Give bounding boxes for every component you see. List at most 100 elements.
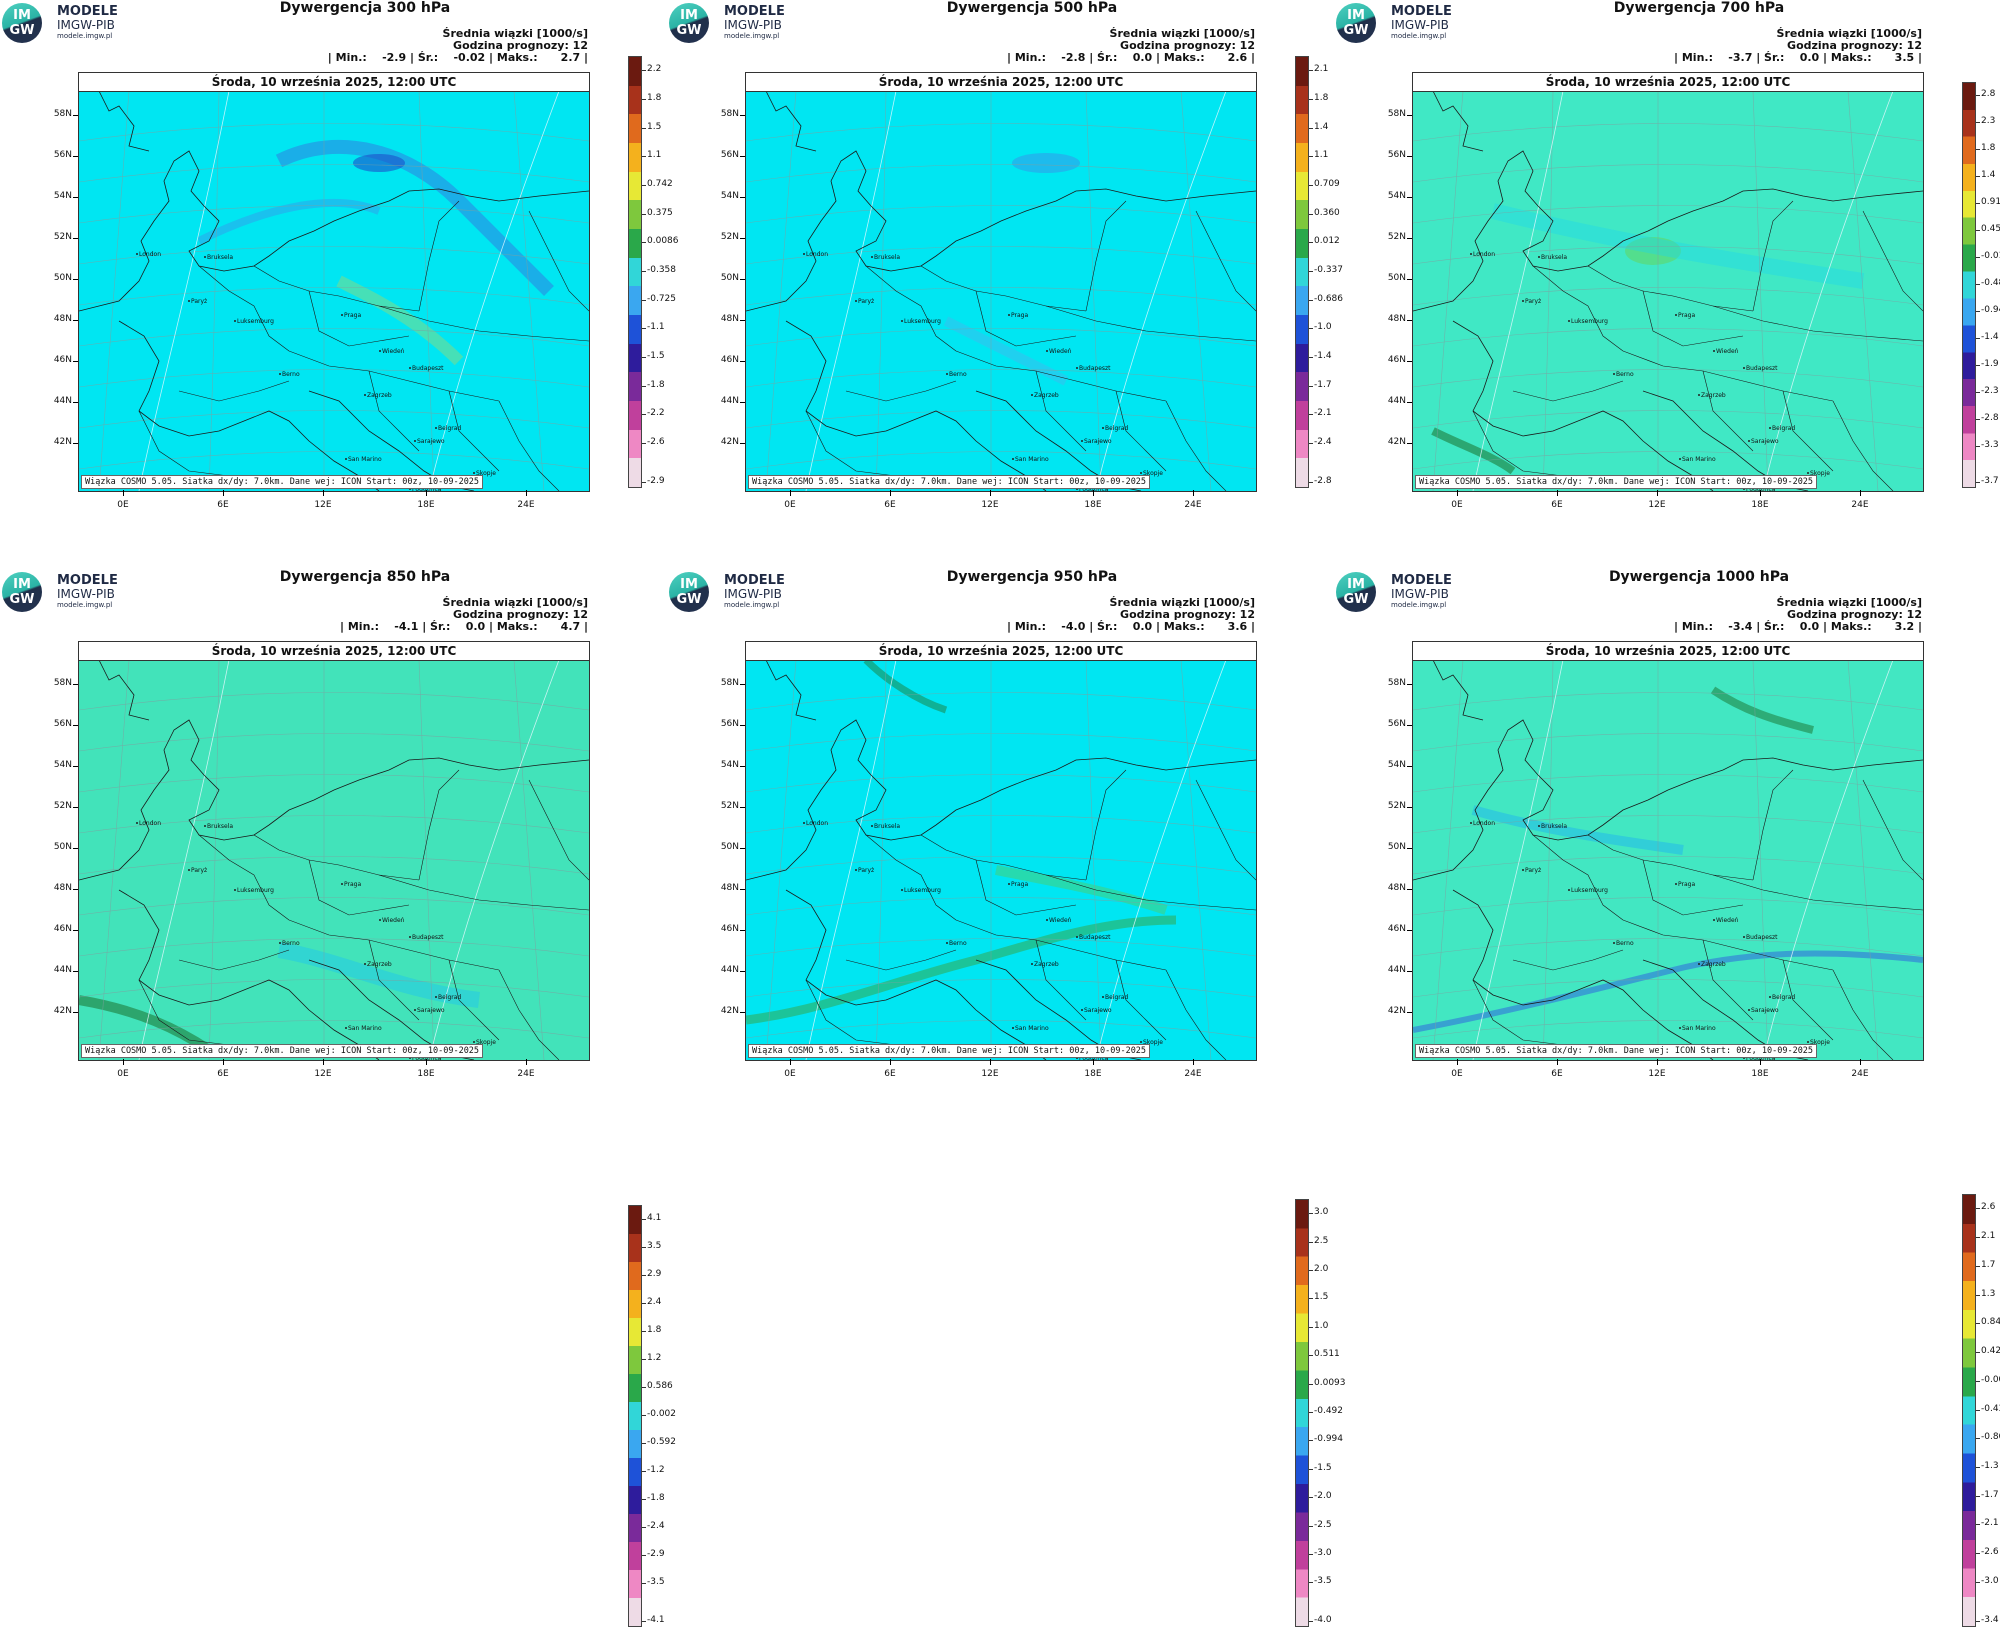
colorbar-tick (1976, 1553, 1980, 1555)
lat-tick (740, 443, 745, 444)
city-marker (1470, 253, 1472, 255)
lat-tick (740, 807, 745, 808)
lon-tick-label: 24E (517, 1069, 535, 1079)
lon-tick (1657, 490, 1658, 496)
lat-tick (740, 684, 745, 685)
lat-tick-label: 52N (53, 232, 72, 242)
lat-tick (73, 320, 78, 321)
lat-tick-label: 58N (1387, 678, 1406, 688)
forecast-hour: Godzina prognozy: 12 (453, 608, 588, 621)
colorbar-tick (1976, 1265, 1980, 1267)
lon-tick (323, 490, 324, 496)
map-date-title: Środa, 10 września 2025, 12:00 UTC (746, 642, 1256, 661)
lat-tick (740, 725, 745, 726)
latitude-axis: 58N 56N 54N 52N 50N 48N 46N 44N 42N (705, 659, 745, 1059)
lat-tick (1407, 279, 1412, 280)
city-labels: London Paryż Bruksela Luksemburg Praga Berno W… (136, 251, 496, 491)
lon-tick-label: 18E (1751, 1069, 1769, 1079)
lat-tick (740, 971, 745, 972)
colorbar-label: 1.7 (1981, 1259, 1996, 1270)
city-marker (1008, 314, 1010, 316)
lat-tick (740, 1012, 745, 1013)
colorbar-tick (1309, 328, 1313, 330)
lat-tick-label: 44N (53, 396, 72, 406)
colorbar-label: -1.5 (1314, 1462, 1332, 1473)
city-label: Bruksela (874, 254, 900, 261)
map-frame: Środa, 10 września 2025, 12:00 UTC London… (745, 72, 1257, 492)
city-label: San Marino (1682, 456, 1716, 463)
colorbar-tick (1309, 242, 1313, 244)
colorbar-label: 2.4 (647, 1297, 662, 1307)
colorbar-tick (1976, 1323, 1980, 1325)
logo-text: MODELE IMGW-PIB modele.imgw.pl (1391, 5, 1452, 40)
lon-tick (890, 490, 891, 496)
isolines (805, 91, 1227, 491)
colorbar-tick (1309, 156, 1313, 158)
city-label: Wiedeń (1049, 917, 1072, 924)
model-footer: Wiązka COSMO 5.05. Siatka dx/dy: 7.0km. … (748, 475, 1151, 489)
map-frame: Środa, 10 września 2025, 12:00 UTC London… (745, 641, 1257, 1061)
model-footer: Wiązka COSMO 5.05. Siatka dx/dy: 7.0km. … (81, 1044, 484, 1058)
logo-text: MODELE IMGW-PIB modele.imgw.pl (724, 5, 785, 40)
map-canvas: London Paryż Bruksela Luksemburg Praga Berno W… (1413, 660, 1923, 1060)
colorbar-label: -2.8 (1314, 476, 1332, 486)
colorbar-tick (642, 1443, 646, 1444)
lon-tick (890, 1059, 891, 1065)
map-canvas: London Paryż Bruksela Luksemburg Praga Berno W… (1413, 91, 1923, 491)
lon-tick (1093, 1059, 1094, 1065)
logo-line-1: MODELE (724, 4, 785, 19)
city-label: Wiedeń (1049, 348, 1072, 355)
city-label: Budapeszt (412, 365, 444, 372)
lon-tick (123, 490, 124, 496)
lat-tick (740, 156, 745, 157)
lat-tick (1407, 889, 1412, 890)
info-title: Średnia wiązki [1000/s] (442, 27, 588, 40)
city-marker (1769, 996, 1771, 998)
lat-tick-label: 50N (720, 842, 739, 852)
lat-tick-label: 58N (53, 678, 72, 688)
city-label: Paryż (191, 298, 207, 305)
colorbar-tick (1309, 271, 1313, 272)
colorbar-tick (642, 1303, 646, 1304)
colorbar-label: 0.012 (1314, 236, 1340, 247)
imgw-logo: IM GW MODELE IMGW-PIB modele.imgw.pl (669, 3, 819, 47)
model-footer: Wiązka COSMO 5.05. Siatka dx/dy: 7.0km. … (1415, 475, 1818, 489)
colorbar-label: -1.7 (1314, 379, 1332, 390)
lon-tick-label: 24E (1851, 1069, 1869, 1079)
city-marker (234, 320, 236, 322)
city-label: Paryż (858, 298, 874, 305)
lat-tick-label: 48N (720, 883, 739, 893)
city-labels: London Paryż Bruksela Luksemburg Praga Berno W… (803, 820, 1163, 1060)
city-marker (1046, 919, 1048, 921)
colorbar-label: -0.002 (647, 1409, 677, 1419)
colorbar-tick (642, 1331, 646, 1332)
colorbar-label: -2.1 (1981, 1518, 1999, 1529)
map-panel: IM GW MODELE IMGW-PIB modele.imgw.pl Dywergen… (667, 0, 1343, 568)
city-marker (379, 919, 381, 921)
colorbar-label: -2.0 (1314, 1491, 1332, 1502)
lat-tick-label: 54N (1387, 191, 1406, 201)
info-box: Średnia wiązki [1000/s] Godzina prognozy:… (328, 28, 588, 64)
colorbar-label: 1.4 (1314, 121, 1329, 132)
colorbar-label: 0.375 (647, 207, 673, 218)
city-marker (946, 373, 948, 375)
lat-tick (1407, 930, 1412, 931)
colorbar-label: 0.0093 (1314, 1377, 1346, 1388)
city-marker (1769, 427, 1771, 429)
logo-text: MODELE IMGW-PIB modele.imgw.pl (57, 574, 118, 609)
lat-tick (740, 320, 745, 321)
colorbar-tick (1976, 310, 1980, 312)
colorbar-tick (1976, 1581, 1980, 1583)
city-label: Zagrzeb (1034, 392, 1059, 399)
isolines (138, 91, 560, 491)
color-scale-bar (1962, 82, 1976, 488)
longitude-axis: 0E 6E 12E 18E 24E (1412, 1059, 1924, 1079)
colorbar-tick (642, 156, 646, 158)
lon-tick-label: 0E (117, 500, 129, 510)
lat-tick-label: 54N (1387, 760, 1406, 770)
colorbar-label: 0.586 (647, 1381, 673, 1391)
colorbar-tick (642, 127, 646, 129)
colorbar-label: 0.420 (1981, 1346, 2000, 1357)
city-marker (409, 936, 411, 938)
city-label: Paryż (858, 867, 874, 874)
